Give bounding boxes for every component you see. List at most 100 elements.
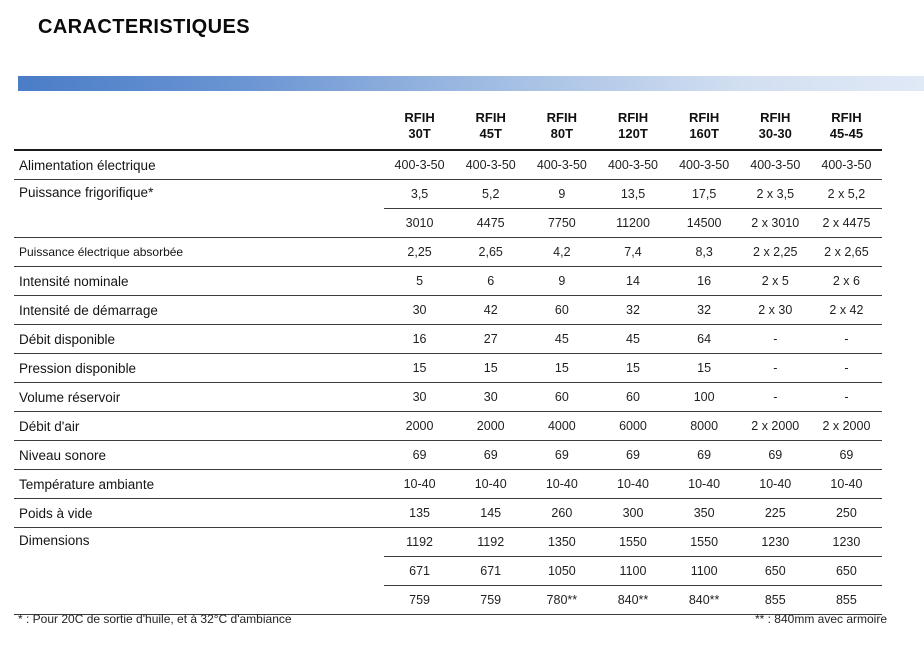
spec-value-cell: 30	[384, 295, 456, 325]
column-header: RFIH 120T	[597, 103, 669, 151]
row-label: Débit disponible	[14, 324, 384, 354]
spec-value-cell: 15	[668, 353, 740, 383]
column-model: 120T	[618, 126, 648, 142]
spec-value-cell: 15	[455, 353, 527, 383]
spec-value-cell: 69	[455, 440, 527, 470]
table-row: Puissance frigorifique* 3,5 5,2 9 13,5 17,5 2 …	[14, 179, 882, 238]
spec-value-cell: 10-40	[455, 469, 527, 499]
column-brand: RFIH	[404, 109, 435, 125]
spec-value-cell: 6	[455, 266, 527, 296]
spec-value-cell: 2 x 30	[739, 295, 811, 325]
spec-value-cell: 2,25	[384, 237, 456, 267]
row-label: Volume réservoir	[14, 382, 384, 412]
spec-value-cell: 840**	[668, 585, 740, 615]
spec-value-cell: 4475	[455, 208, 527, 238]
spec-value-cell: 400-3-50	[668, 150, 740, 180]
table-row: Dimensions 1192 1192 1350 1550 1550 1230 1230	[14, 527, 882, 615]
spec-value-cell: 2 x 5	[739, 266, 811, 296]
spec-value-cell: 16	[668, 266, 740, 296]
spec-value-cell: 260	[526, 498, 598, 528]
spec-value-cell: 759	[455, 585, 527, 615]
table-corner-cell	[14, 103, 384, 151]
table-row: Température ambiante 10-40 10-40 10-40 10-40…	[14, 469, 882, 499]
spec-value-cell: 5,2	[455, 179, 527, 209]
spec-value-cell: 1230	[739, 527, 811, 557]
spec-value-cell: 400-3-50	[526, 150, 598, 180]
spec-value-cell: -	[810, 353, 882, 383]
spec-value-cell: 9	[526, 179, 598, 209]
spec-value-cell: 650	[739, 556, 811, 586]
spec-value-cell: 400-3-50	[810, 150, 882, 180]
spec-value-cell: 10-40	[810, 469, 882, 499]
spec-value-cell: 2 x 3010	[739, 208, 811, 238]
spec-value-cell: 2 x 6	[810, 266, 882, 296]
spec-value-cell: 60	[526, 382, 598, 412]
spec-value-cell: 1100	[597, 556, 669, 586]
column-model: 45-45	[829, 126, 864, 142]
column-header: RFIH 45T	[455, 103, 527, 151]
spec-value-cell: 2 x 2000	[739, 411, 811, 441]
spec-value-cell: 350	[668, 498, 740, 528]
spec-value-cell: 69	[597, 440, 669, 470]
spec-value-cell: 10-40	[384, 469, 456, 499]
table-row: 671 671 1050 1100 1100 650 650	[14, 556, 882, 586]
column-model: 30T	[408, 126, 431, 142]
spec-value-cell: 400-3-50	[597, 150, 669, 180]
row-label: Puissance frigorifique*	[14, 179, 384, 238]
column-brand: RFIH	[831, 109, 862, 125]
spec-value-cell: 145	[455, 498, 527, 528]
row-label: Pression disponible	[14, 353, 384, 383]
table-row: Pression disponible 15 15 15 15 15- -	[14, 353, 882, 383]
header-row: RFIH 30T RFIH 45T RFIH 80T RFIH 120T RFIH 160T RFI…	[14, 103, 882, 151]
spec-value-cell: 2000	[455, 411, 527, 441]
spec-value-cell: 8000	[668, 411, 740, 441]
table-row: 759 759 780** 840** 840** 855 855	[14, 585, 882, 615]
table-row: Débit disponible 16 27 45 45 64- -	[14, 324, 882, 354]
spec-value-cell: 10-40	[668, 469, 740, 499]
footnote-right: ** : 840mm avec armoire	[754, 612, 887, 626]
column-model: 45T	[479, 126, 502, 142]
spec-value-cell: -	[810, 382, 882, 412]
row-label: Intensité de démarrage	[14, 295, 384, 325]
spec-value-cell: 69	[668, 440, 740, 470]
spec-value-cell: 650	[810, 556, 882, 586]
spec-value-cell: 6000	[597, 411, 669, 441]
spec-value-cell: 17,5	[668, 179, 740, 209]
spec-value-cell: 4000	[526, 411, 598, 441]
spec-value-cell: -	[739, 353, 811, 383]
column-brand: RFIH	[688, 109, 720, 125]
table-row: Niveau sonore 69 69 69 69 69 69 69	[14, 440, 882, 470]
row-label: Température ambiante	[14, 469, 384, 499]
spec-value-cell: 30	[384, 382, 456, 412]
table-row: 3010 4475 7750 11200 14500 2 x 3010 2 x 4475	[14, 208, 882, 238]
spec-value-cell: 2 x 4475	[810, 208, 882, 238]
table-body: Alimentation électrique 400-3-50 400-3-50 4…	[14, 150, 882, 615]
column-brand: RFIH	[546, 109, 578, 125]
footnotes: * : Pour 20C de sortie d'huile, et à 32°…	[18, 612, 887, 626]
table-row: Alimentation électrique 400-3-50 400-3-50 4…	[14, 150, 882, 180]
spec-value-cell: 400-3-50	[739, 150, 811, 180]
column-model: 160T	[689, 126, 719, 142]
spec-value-cell: 225	[739, 498, 811, 528]
spec-value-cell: 1100	[668, 556, 740, 586]
spec-value-cell: 2 x 5,2	[810, 179, 882, 209]
spec-value-cell: 1192	[384, 527, 456, 557]
spec-value-cell: 27	[455, 324, 527, 354]
spec-value-cell: 2000	[384, 411, 456, 441]
spec-value-cell: 42	[455, 295, 527, 325]
spec-value-cell: 15	[597, 353, 669, 383]
spec-value-cell: 1350	[526, 527, 598, 557]
spec-value-cell: 2 x 2,25	[739, 237, 811, 267]
row-label: Poids à vide	[14, 498, 384, 528]
page-title: CARACTERISTIQUES	[38, 16, 250, 38]
spec-value-cell: 69	[526, 440, 598, 470]
spec-value-cell: 32	[668, 295, 740, 325]
section-divider-bar	[18, 76, 924, 91]
spec-value-cell: 2 x 42	[810, 295, 882, 325]
spec-value-cell: 1192	[455, 527, 527, 557]
spec-value-cell: 100	[668, 382, 740, 412]
spec-value-cell: 3010	[384, 208, 456, 238]
row-label: Débit d'air	[14, 411, 384, 441]
